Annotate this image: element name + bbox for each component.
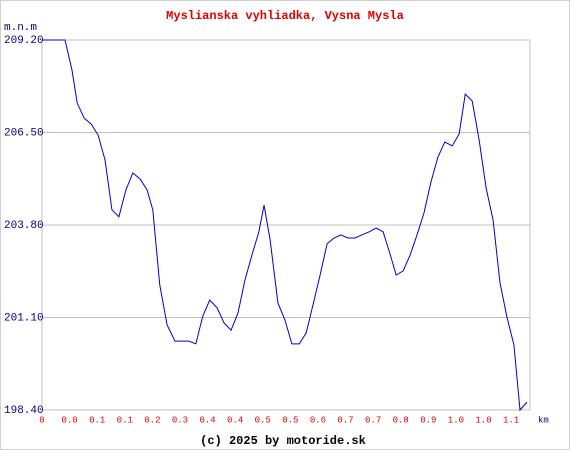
footer: (c) 2025 by motoride.sk [200, 434, 366, 448]
x-tick-label: 0.8 [393, 415, 409, 425]
x-tick-label: 0.1 [89, 415, 105, 425]
x-tick-label: 0.4 [227, 415, 243, 425]
y-tick-label: 198.40 [4, 405, 44, 417]
x-tick-label: 0.4 [199, 415, 215, 425]
x-tick-label: 1.1 [503, 415, 519, 425]
x-tick-label: 0.3 [172, 415, 188, 425]
x-tick-label: 0.7 [365, 415, 381, 425]
x-tick-label: 1.0 [448, 415, 464, 425]
x-tick-label: 0 [39, 415, 44, 425]
y-tick-label: 209.20 [4, 35, 44, 47]
x-tick-label: 0.0 [61, 415, 77, 425]
x-tick-label: 0.5 [255, 415, 271, 425]
elevation-line [42, 39, 528, 412]
x-tick-label: 0.1 [117, 415, 133, 425]
x-tick-label: 0.9 [420, 415, 436, 425]
x-tick-label: 0.7 [337, 415, 353, 425]
x-axis-label: km [538, 415, 549, 425]
x-tick-label: 0.2 [144, 415, 160, 425]
x-tick-label: 0.6 [310, 415, 326, 425]
x-tick-label: 1.0 [475, 415, 491, 425]
x-tick-label: 0.5 [282, 415, 298, 425]
y-tick-label: 206.50 [4, 127, 44, 139]
y-tick-label: 203.80 [4, 220, 44, 232]
y-tick-label: 201.10 [4, 312, 44, 324]
y-axis-label: m.n.m [4, 22, 37, 34]
chart-title: Myslianska vyhliadka, Vysna Mysla [166, 9, 404, 23]
